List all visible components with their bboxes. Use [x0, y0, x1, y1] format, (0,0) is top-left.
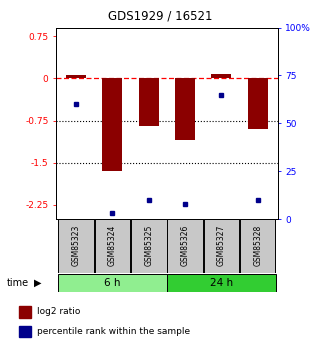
Text: GSM85327: GSM85327	[217, 225, 226, 266]
Text: 24 h: 24 h	[210, 278, 233, 287]
Bar	[19, 306, 31, 317]
Bar	[240, 219, 275, 273]
Bar	[175, 78, 195, 140]
Bar	[167, 219, 203, 273]
Bar	[58, 274, 167, 292]
Bar	[139, 78, 159, 126]
Text: GDS1929 / 16521: GDS1929 / 16521	[108, 9, 213, 22]
Bar	[131, 219, 167, 273]
Bar	[95, 219, 130, 273]
Text: log2 ratio: log2 ratio	[37, 307, 80, 316]
Bar	[204, 219, 239, 273]
Bar	[66, 76, 86, 78]
Text: ▶: ▶	[34, 278, 42, 287]
Bar	[58, 219, 94, 273]
Text: GSM85323: GSM85323	[72, 225, 81, 266]
Text: GSM85328: GSM85328	[253, 225, 262, 266]
Text: GSM85324: GSM85324	[108, 225, 117, 266]
Text: GSM85325: GSM85325	[144, 225, 153, 266]
Text: GSM85326: GSM85326	[181, 225, 190, 266]
Bar	[212, 74, 231, 78]
Text: percentile rank within the sample: percentile rank within the sample	[37, 327, 190, 336]
Bar	[19, 326, 31, 337]
Bar	[102, 78, 122, 171]
Text: time: time	[6, 278, 29, 287]
Bar	[167, 274, 276, 292]
Text: 6 h: 6 h	[104, 278, 121, 287]
Bar	[248, 78, 268, 129]
